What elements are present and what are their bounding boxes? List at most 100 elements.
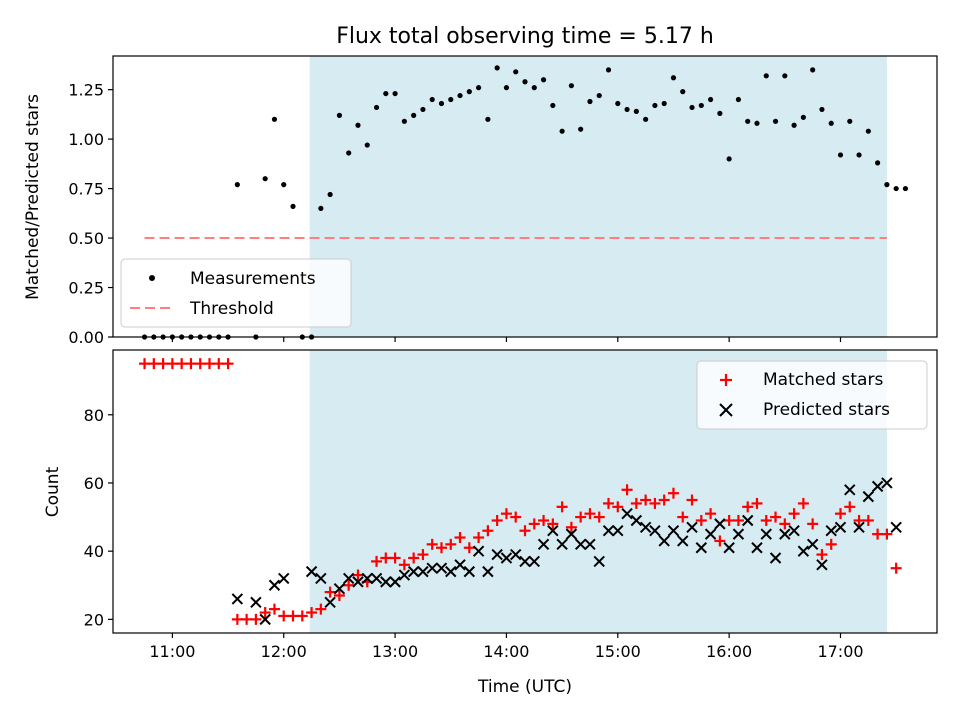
matched-star-point [844, 501, 856, 513]
matched-star-point [454, 532, 466, 544]
legend-predicted-label: Predicted stars [763, 400, 890, 420]
cross-b [500, 552, 513, 564]
matched-star-point [853, 514, 865, 526]
bottom-legend: Matched stars Predicted stars [696, 360, 928, 430]
measurement-point [438, 100, 445, 107]
measurement-point [865, 128, 871, 134]
predicted-star-point [862, 490, 875, 503]
matched-star-point [528, 518, 540, 530]
matched-star-point [445, 538, 457, 550]
legend-measurements-label: Measurements [190, 269, 316, 289]
measurement-point [485, 116, 491, 122]
matched-star-point [621, 484, 633, 496]
predicted-star-point [695, 542, 708, 554]
matched-star-point [807, 518, 819, 530]
matched-star-point [426, 538, 438, 550]
y-tick-label: 40 [84, 542, 104, 561]
matched-star-point [547, 518, 559, 530]
top-panel: Flux total observing time = 5.17 h 0.000… [23, 24, 938, 347]
cross-b [231, 593, 244, 605]
measurement-point [698, 102, 704, 109]
predicted-star-point [482, 565, 494, 578]
predicted-star-point [305, 565, 318, 578]
top-x-ticks [171, 337, 842, 342]
matched-star-point [872, 528, 884, 540]
measurement-point [800, 114, 806, 120]
predicted-star-point [361, 572, 373, 585]
matched-star-point [742, 501, 754, 513]
cross-b [352, 576, 364, 588]
matched-star-point [677, 511, 689, 523]
predicted-star-point [352, 576, 364, 588]
cross-b [528, 555, 540, 568]
measurement-point [336, 112, 343, 118]
matched-star-point [250, 613, 262, 625]
cross-b [890, 521, 902, 534]
measurement-point [578, 126, 584, 132]
cross-b [621, 507, 633, 520]
matched-star-point [176, 358, 188, 370]
matched-star-point [667, 487, 679, 499]
predicted-star-point [760, 528, 772, 540]
legend-matched-label: Matched stars [763, 370, 883, 390]
cross-b [686, 521, 698, 534]
matched-star-point [222, 358, 234, 370]
cross-b [556, 538, 568, 551]
measurement-point [346, 150, 352, 156]
matched-star-point [278, 610, 290, 622]
x-tick-label: 16:00 [706, 642, 752, 661]
cross-b [445, 565, 457, 578]
predicted-star-point [472, 545, 485, 557]
measurement-point [457, 92, 463, 99]
measurement-point [420, 106, 426, 113]
matched-star-point [695, 514, 707, 526]
measurement-point [791, 122, 797, 128]
cross-b [426, 562, 438, 574]
matched-star-point [315, 603, 327, 615]
cross-b [853, 521, 865, 534]
top-plot-frame [112, 55, 938, 338]
cross-b [630, 514, 643, 527]
cross-b [825, 525, 837, 537]
matched-star-point [500, 508, 512, 520]
cross-b [806, 538, 819, 551]
cross-b [333, 582, 346, 595]
legend-matched-marker [720, 374, 732, 386]
matched-star-point [473, 532, 485, 544]
cross-b [639, 521, 652, 534]
predicted-star-point [315, 572, 327, 585]
cross-b [315, 572, 327, 585]
cross-b [305, 565, 318, 578]
top-legend: Measurements Threshold [120, 258, 352, 328]
measurement-point [680, 89, 686, 95]
predicted-star-point [769, 552, 782, 564]
matched-star-point [640, 494, 652, 506]
matched-star-point [241, 613, 253, 625]
cross-b [370, 572, 383, 585]
cross-b [324, 596, 336, 609]
measurement-point [540, 77, 547, 83]
matched-star-point [139, 358, 151, 370]
measurement-point [819, 106, 825, 113]
cross-b [537, 538, 550, 551]
cross-b [250, 596, 262, 609]
measurement-point [476, 85, 482, 91]
cross-b [510, 548, 522, 561]
predicted-star-point [417, 565, 429, 578]
cross-b [472, 545, 485, 557]
cross-b [380, 576, 392, 588]
top-y-axis-label: Matched/Predicted stars [23, 94, 43, 300]
x-tick-label: 14:00 [483, 642, 529, 661]
cross-b [482, 565, 494, 578]
predicted-star-point [259, 613, 271, 626]
bottom-x-ticks: 11:00 12:00 13:00 14:00 15:00 16:00 17:00 [149, 633, 864, 661]
measurement-point [624, 106, 630, 113]
y-tick-label: 0.25 [68, 279, 104, 298]
matched-star-point [890, 562, 902, 574]
measurement-points [141, 65, 909, 340]
predicted-star-point [593, 555, 605, 568]
measurement-point [689, 104, 695, 111]
predicted-star-point [398, 569, 411, 581]
measurement-point [271, 116, 278, 122]
matched-star-point [482, 525, 494, 537]
